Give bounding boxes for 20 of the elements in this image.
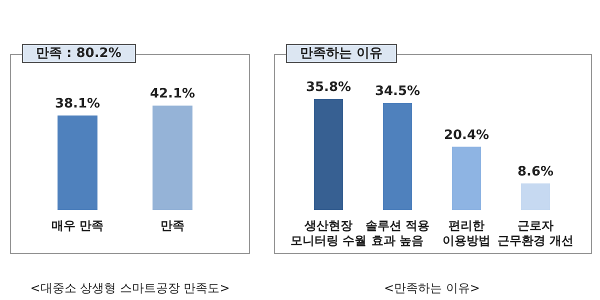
- bar: [383, 103, 412, 210]
- x-tick-label: 만족: [160, 218, 184, 232]
- bar: [452, 146, 481, 210]
- chart-title: 만족 : 80.2%: [36, 46, 122, 61]
- bar: [521, 183, 550, 210]
- chart-title: 만족하는 이유: [300, 46, 383, 61]
- x-tick-label: 생산현장 모니터링 수월: [290, 218, 367, 248]
- bar: [314, 99, 343, 210]
- data-label: 34.5%: [374, 84, 420, 100]
- x-tick-label: 매우 만족: [51, 218, 104, 232]
- data-label: 38.1%: [54, 96, 100, 112]
- text: <대중소 상생형 스마트공장 만족도>: [30, 281, 230, 295]
- x-tick-label: 솔루션 적용 효과 높음: [365, 218, 430, 248]
- data-label: 35.8%: [306, 80, 352, 96]
- x-tick-label: 근로자 근무환경 개선: [497, 218, 574, 248]
- data-label: 8.6%: [517, 164, 554, 180]
- data-label: 20.4%: [444, 128, 490, 143]
- text: <만족하는 이유>: [384, 281, 480, 295]
- data-label: 42.1%: [150, 86, 196, 102]
- x-tick-label: 편리한 이용방법: [442, 218, 490, 248]
